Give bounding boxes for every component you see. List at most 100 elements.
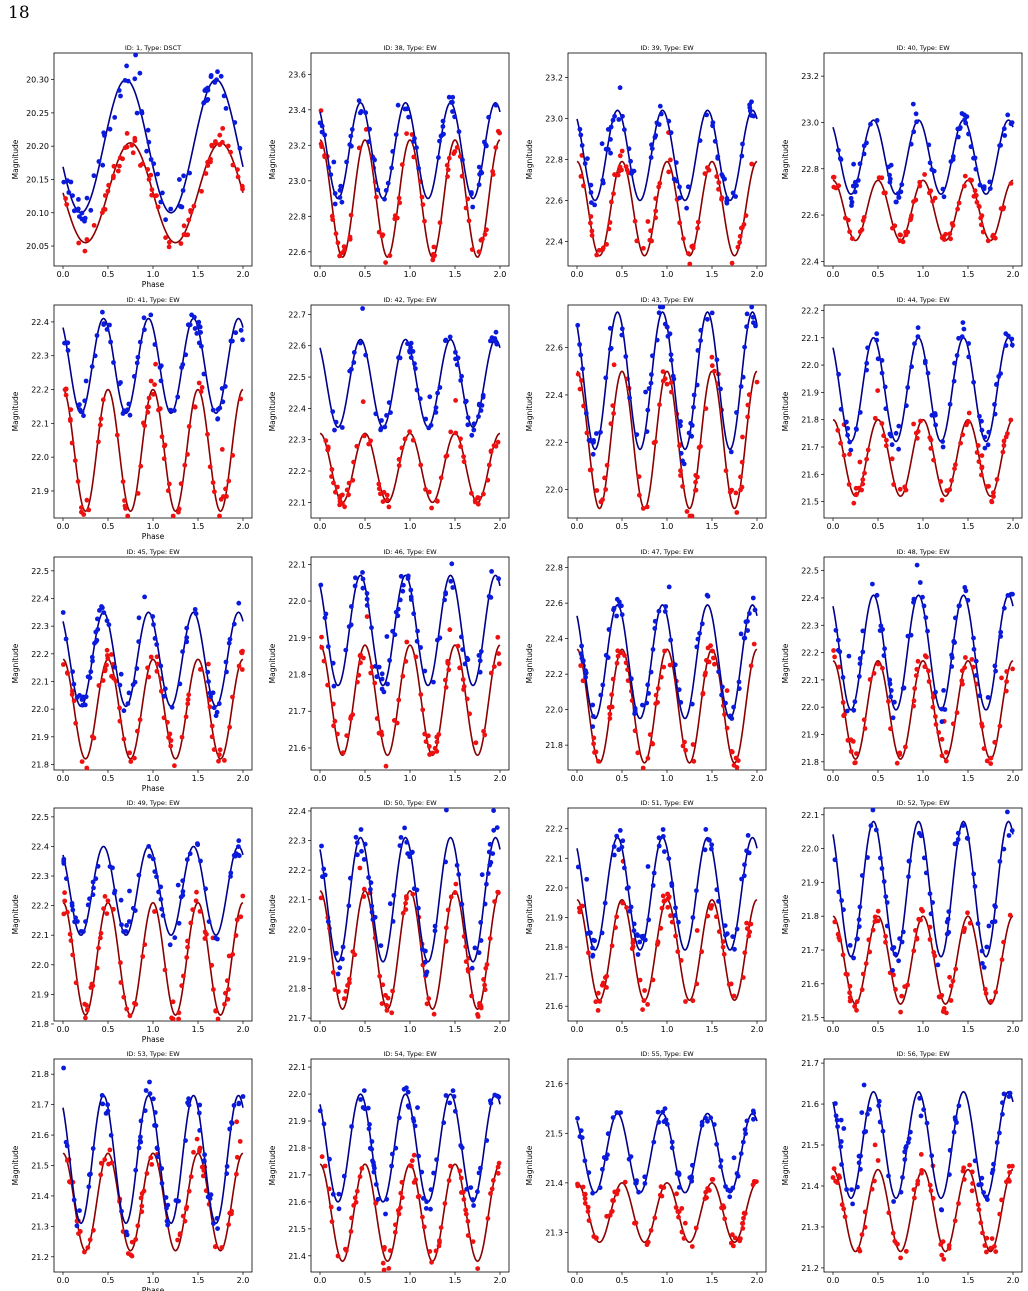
- x-tick-label: 0.0: [314, 270, 327, 279]
- red-data-point: [888, 726, 893, 732]
- red-data-point: [481, 977, 486, 982]
- blue-data-point: [745, 833, 751, 838]
- red-data-point: [669, 389, 674, 395]
- blue-data-point: [205, 87, 211, 93]
- red-data-point: [859, 1232, 865, 1237]
- red-data-point: [832, 654, 837, 660]
- blue-data-point: [150, 856, 156, 862]
- blue-data-point: [470, 204, 476, 210]
- red-data-point: [366, 441, 372, 447]
- blue-data-point: [855, 1184, 860, 1190]
- red-data-point: [700, 690, 706, 696]
- red-data-point: [356, 145, 362, 151]
- red-data-point: [209, 142, 215, 148]
- blue-data-point: [396, 1115, 402, 1121]
- red-data-point: [607, 220, 613, 225]
- red-data-point: [185, 452, 190, 457]
- blue-data-point: [433, 405, 439, 410]
- blue-data-point: [578, 1128, 584, 1133]
- blue-data-point: [76, 197, 81, 202]
- blue-data-point: [415, 628, 420, 634]
- blue-data-point: [600, 682, 606, 688]
- red-data-point: [642, 988, 647, 993]
- blue-data-point: [851, 955, 856, 961]
- red-data-point: [65, 909, 70, 915]
- blue-data-point: [431, 679, 436, 685]
- x-tick-label: 1.5: [962, 1025, 975, 1034]
- red-data-point: [866, 937, 872, 943]
- blue-data-point: [644, 429, 650, 434]
- blue-data-point: [590, 952, 596, 958]
- blue-data-point: [900, 1175, 905, 1180]
- x-tick-label: 0.5: [616, 774, 629, 783]
- blue-data-point: [891, 945, 897, 950]
- y-tick-label: 22.0: [31, 453, 49, 462]
- blue-data-point: [165, 1202, 171, 1208]
- red-data-point: [676, 1214, 681, 1220]
- blue-data-point: [126, 690, 132, 696]
- red-data-point: [847, 229, 852, 235]
- blue-data-point: [333, 419, 339, 425]
- red-data-point: [98, 930, 104, 936]
- blue-data-point: [670, 373, 676, 379]
- red-data-point: [475, 501, 481, 507]
- blue-data-point: [882, 384, 888, 390]
- blue-data-point: [336, 1206, 342, 1212]
- blue-data-point: [165, 1222, 171, 1228]
- blue-data-point: [578, 352, 584, 358]
- red-data-point: [380, 982, 386, 988]
- panel-title: ID: 52, Type: EW: [896, 799, 950, 807]
- red-data-point: [170, 999, 176, 1005]
- blue-data-point: [386, 400, 392, 405]
- y-tick-label: 23.2: [288, 141, 306, 150]
- blue-data-point: [152, 869, 158, 874]
- red-data-point: [839, 1202, 845, 1208]
- blue-data-point: [213, 935, 219, 941]
- red-data-point: [376, 481, 382, 487]
- blue-data-point: [330, 1191, 336, 1197]
- blue-data-point: [879, 370, 885, 376]
- blue-data-point: [753, 323, 758, 329]
- red-data-point: [434, 734, 440, 740]
- red-data-point: [166, 239, 172, 245]
- blue-data-point: [450, 109, 455, 114]
- red-data-point: [423, 739, 429, 744]
- blue-data-point: [213, 713, 219, 719]
- red-data-point: [463, 959, 469, 964]
- blue-data-point: [648, 669, 654, 675]
- blue-data-point: [729, 716, 735, 721]
- blue-data-point: [139, 110, 145, 116]
- blue-data-point: [205, 669, 211, 675]
- red-data-point: [420, 202, 426, 208]
- blue-data-point: [854, 427, 859, 432]
- blue-data-point: [370, 1158, 375, 1164]
- blue-data-point: [70, 907, 76, 913]
- blue-data-point: [87, 896, 92, 902]
- blue-data-point: [658, 111, 664, 117]
- red-data-point: [1003, 434, 1009, 440]
- blue-data-point: [740, 374, 746, 380]
- red-data-point: [72, 458, 78, 463]
- blue-data-point: [880, 627, 885, 632]
- blue-data-point: [427, 394, 433, 400]
- red-data-point: [861, 215, 867, 220]
- red-data-point: [357, 865, 363, 871]
- x-tick-label: 2.0: [1007, 1025, 1020, 1034]
- y-tick-label: 21.5: [545, 1129, 563, 1138]
- blue-data-point: [159, 906, 165, 912]
- red-fit-line: [832, 418, 1014, 498]
- blue-data-point: [698, 327, 704, 333]
- blue-data-point: [482, 901, 488, 907]
- red-data-point: [993, 1249, 999, 1254]
- blue-data-point: [941, 194, 947, 200]
- red-data-point: [79, 759, 85, 764]
- y-tick-label: 21.9: [801, 731, 819, 740]
- red-data-point: [175, 1237, 181, 1243]
- red-data-point: [614, 660, 620, 666]
- blue-data-point: [175, 394, 181, 400]
- red-data-point: [588, 220, 593, 226]
- x-tick-label: 0.5: [872, 1025, 885, 1034]
- red-data-point: [938, 479, 944, 484]
- blue-data-point: [375, 1196, 381, 1202]
- blue-data-point: [900, 686, 906, 691]
